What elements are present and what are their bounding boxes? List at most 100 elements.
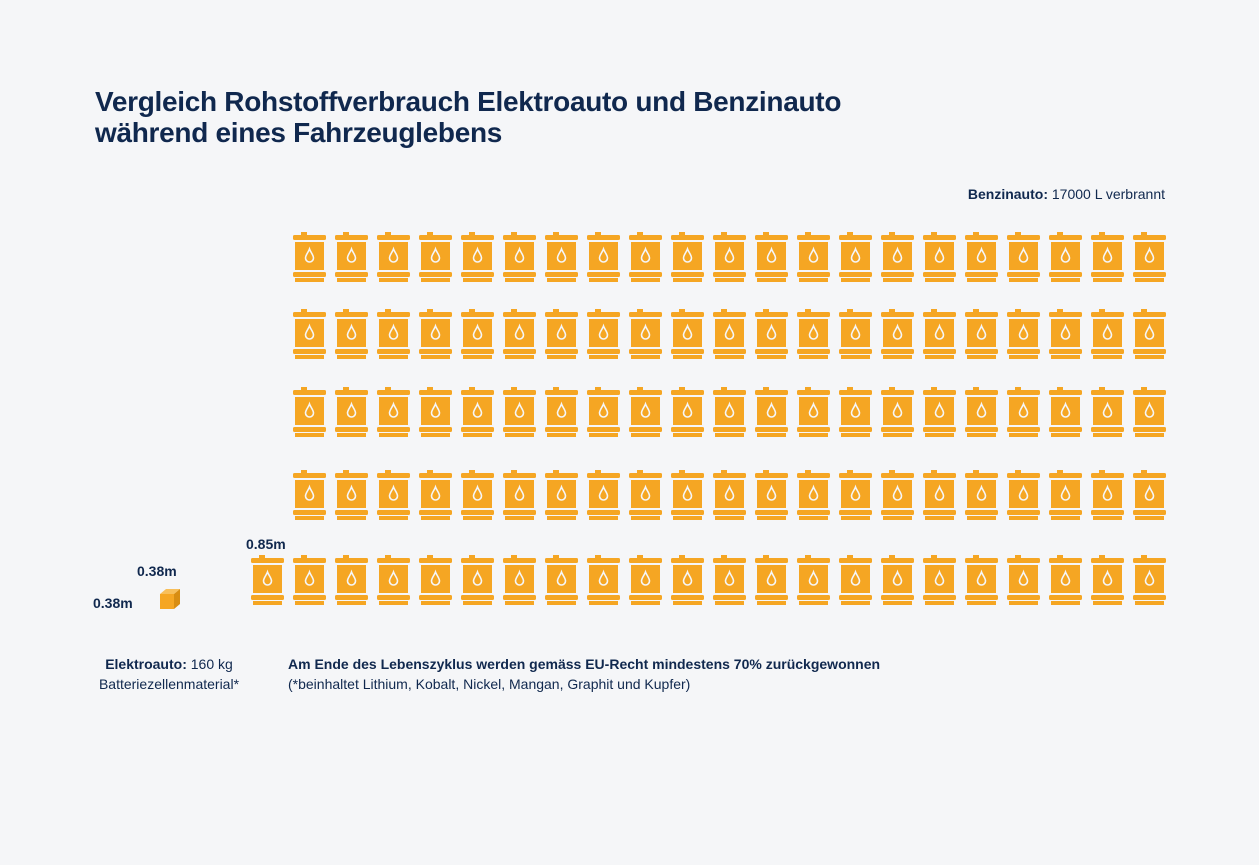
fuel-barrel-icon [965, 470, 998, 520]
fuel-barrel-icon [755, 555, 788, 605]
fuel-barrel-icon [461, 555, 494, 605]
fuel-barrel-icon [797, 232, 830, 282]
fuel-barrel-icon [1133, 555, 1166, 605]
fuel-barrel-icon [881, 387, 914, 437]
fuel-barrel-icon [1049, 232, 1082, 282]
fuel-barrel-icon [335, 470, 368, 520]
fuel-barrel-icon [965, 232, 998, 282]
fuel-barrel-icon [671, 470, 704, 520]
fuel-barrel-icon [1133, 470, 1166, 520]
fuel-barrel-icon [671, 555, 704, 605]
fuel-barrel-icon [629, 232, 662, 282]
fuel-barrel-icon [461, 232, 494, 282]
fuel-barrel-icon [713, 470, 746, 520]
fuel-barrel-icon [419, 387, 452, 437]
fuel-barrel-icon [1133, 387, 1166, 437]
fuel-barrel-icon [965, 309, 998, 359]
fuel-barrel-icon [1133, 232, 1166, 282]
fuel-barrel-icon [923, 555, 956, 605]
fuel-barrel-icon [293, 387, 326, 437]
elektro-label-line2: Batteriezellenmaterial* [98, 676, 240, 692]
fuel-barrel-icon [419, 470, 452, 520]
fuel-barrel-icon [1049, 309, 1082, 359]
fuel-barrel-icon [1091, 387, 1124, 437]
fuel-barrel-icon [1007, 387, 1040, 437]
fuel-barrel-icon [377, 232, 410, 282]
fuel-barrel-icon [923, 309, 956, 359]
fuel-barrel-icon [1049, 387, 1082, 437]
fuel-barrel-icon [629, 309, 662, 359]
fuel-barrel-icon [839, 470, 872, 520]
fuel-barrel-icon [293, 232, 326, 282]
fuel-barrel-icon [1007, 232, 1040, 282]
fuel-barrel-icon [965, 387, 998, 437]
fuel-barrel-icon [1091, 470, 1124, 520]
fuel-barrel-icon [335, 555, 368, 605]
fuel-barrel-icon [629, 470, 662, 520]
footnote-line-2: (*beinhaltet Lithium, Kobalt, Nickel, Ma… [288, 676, 691, 692]
fuel-barrel-icon [881, 309, 914, 359]
fuel-barrel-icon [419, 232, 452, 282]
fuel-barrel-icon [713, 309, 746, 359]
fuel-barrel-icon [713, 387, 746, 437]
fuel-barrel-icon [1049, 470, 1082, 520]
fuel-barrel-icon [293, 309, 326, 359]
fuel-barrel-icon [755, 232, 788, 282]
fuel-barrel-icon [671, 387, 704, 437]
fuel-barrel-icon [545, 232, 578, 282]
fuel-barrel-icon [839, 232, 872, 282]
fuel-barrel-icon [461, 470, 494, 520]
fuel-barrel-icon [503, 232, 536, 282]
fuel-barrel-icon [587, 555, 620, 605]
fuel-barrel-icon [461, 387, 494, 437]
fuel-barrel-icon [335, 387, 368, 437]
fuel-barrel-icon [461, 309, 494, 359]
fuel-barrel-icon [545, 555, 578, 605]
fuel-barrel-icon [713, 555, 746, 605]
fuel-barrel-icon [419, 309, 452, 359]
fuel-barrel-icon [251, 555, 284, 605]
fuel-barrel-icon [797, 555, 830, 605]
title-line-1: Vergleich Rohstoffverbrauch Elektroauto … [95, 86, 842, 117]
footnote: Am Ende des Lebenszyklus werden gemäss E… [288, 654, 880, 694]
fuel-barrel-icon [671, 309, 704, 359]
fuel-barrel-icon [713, 232, 746, 282]
fuel-barrel-icon [881, 555, 914, 605]
fuel-barrel-icon [377, 555, 410, 605]
fuel-barrel-icon [671, 232, 704, 282]
fuel-barrel-icon [587, 309, 620, 359]
battery-cube-icon [160, 589, 180, 609]
fuel-barrel-icon [545, 470, 578, 520]
fuel-barrel-icon [1133, 309, 1166, 359]
fuel-barrel-icon [377, 470, 410, 520]
fuel-barrel-icon [503, 470, 536, 520]
fuel-barrel-icon [1007, 470, 1040, 520]
fuel-barrel-icon [839, 555, 872, 605]
elektro-label-name: Elektroauto: [105, 656, 187, 672]
title-line-2: während eines Fahrzeuglebens [95, 117, 503, 148]
fuel-barrel-icon [1049, 555, 1082, 605]
fuel-barrel-icon [335, 309, 368, 359]
fuel-barrel-icon [587, 232, 620, 282]
barrel-height-label: 0.85m [246, 536, 286, 552]
benzin-label-name: Benzinauto: [967, 186, 1048, 202]
elektro-label: Elektroauto: 160 kg Batteriezellenmateri… [75, 654, 263, 694]
cube-height-label: 0.38m [137, 563, 177, 579]
fuel-barrel-icon [503, 309, 536, 359]
fuel-barrel-icon [629, 387, 662, 437]
benzin-label: Benzinauto: 17000 L verbrannt [968, 186, 1165, 202]
fuel-barrel-icon [797, 387, 830, 437]
fuel-barrel-icon [335, 232, 368, 282]
fuel-barrel-icon [1007, 555, 1040, 605]
fuel-barrel-icon [377, 387, 410, 437]
fuel-barrel-icon [1091, 309, 1124, 359]
fuel-barrel-icon [545, 387, 578, 437]
fuel-barrel-icon [881, 232, 914, 282]
fuel-barrel-icon [419, 555, 452, 605]
fuel-barrel-icon [965, 555, 998, 605]
fuel-barrel-icon [1091, 232, 1124, 282]
fuel-barrel-icon [503, 387, 536, 437]
fuel-barrel-icon [839, 387, 872, 437]
fuel-barrel-icon [923, 470, 956, 520]
fuel-barrel-icon [755, 470, 788, 520]
